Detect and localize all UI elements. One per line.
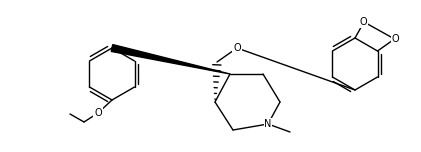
- Text: O: O: [359, 17, 367, 27]
- Text: N: N: [264, 119, 272, 129]
- Text: O: O: [392, 34, 400, 44]
- Text: O: O: [233, 43, 241, 53]
- Text: O: O: [94, 108, 102, 118]
- Polygon shape: [111, 45, 230, 74]
